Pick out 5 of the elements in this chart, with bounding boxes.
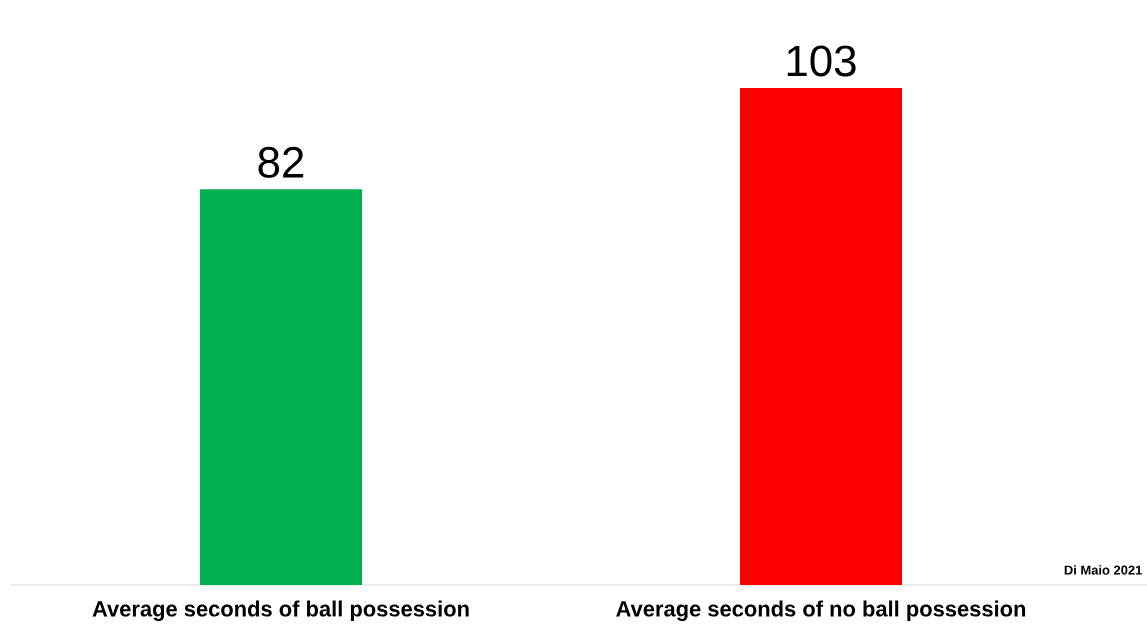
data-label: 82	[258, 146, 304, 178]
x-tick-label: Average seconds of ball possession	[92, 600, 469, 622]
data-label: 103	[787, 45, 856, 77]
annotation: Di Maio 2021	[1064, 565, 1142, 575]
x-tick-label: Average seconds of no ball possession	[616, 600, 1026, 622]
